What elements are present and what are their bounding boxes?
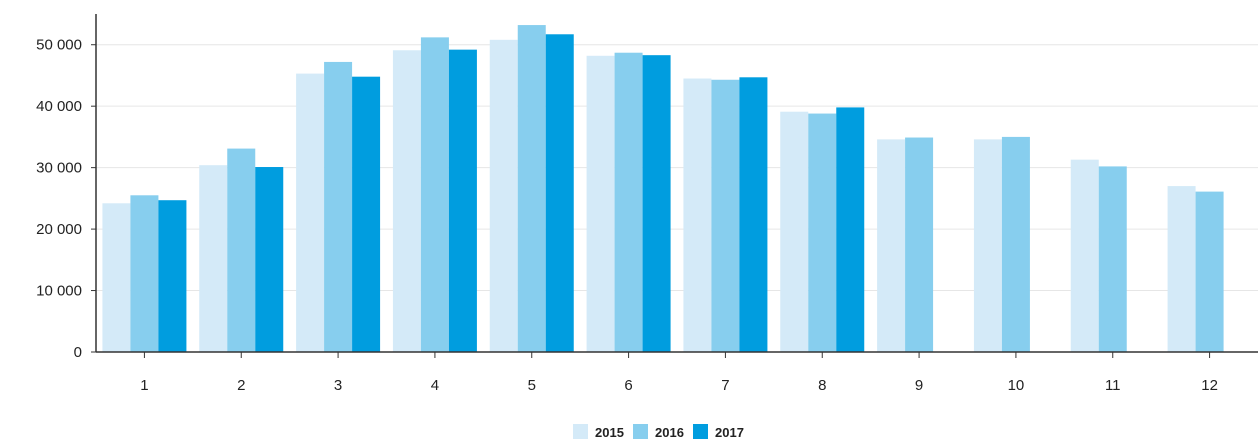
- legend-swatch-2017: [693, 424, 708, 439]
- bar-2016-11: [1098, 166, 1127, 352]
- bar-2017-5: [545, 34, 574, 352]
- bar-2015-11: [1070, 159, 1099, 352]
- legend: 2015 2016 2017: [573, 424, 744, 440]
- bar-2016-12: [1195, 191, 1224, 352]
- bars-area: [102, 25, 1224, 353]
- bar-2016-9: [905, 137, 934, 352]
- legend-label-2017: 2017: [715, 425, 744, 440]
- bar-2015-9: [877, 139, 906, 352]
- y-tick-label: 40 000: [36, 98, 82, 115]
- bar-2015-8: [780, 111, 809, 352]
- bar-2016-1: [130, 195, 159, 352]
- x-tick-label: 11: [1105, 377, 1121, 394]
- x-tick-label: 3: [334, 377, 342, 394]
- bar-2016-8: [808, 113, 837, 352]
- bar-2016-5: [517, 25, 546, 352]
- bar-2015-7: [683, 78, 712, 352]
- y-tick-label: 0: [74, 344, 82, 361]
- x-tick-label: 6: [624, 377, 632, 394]
- bar-2017-8: [836, 107, 865, 352]
- legend-swatch-2016: [633, 424, 648, 439]
- grid-lines: [96, 44, 1258, 292]
- bar-2016-2: [227, 148, 256, 352]
- legend-label-2015: 2015: [595, 425, 624, 440]
- bar-2017-2: [255, 167, 284, 352]
- x-tick-label: 8: [818, 377, 826, 394]
- x-tick-label: 4: [431, 377, 439, 394]
- bar-2015-3: [296, 73, 325, 353]
- y-tick-label: 20 000: [36, 221, 82, 238]
- y-axis: 0 10 000 20 000 30 000 40 000 50 000: [36, 14, 97, 361]
- bar-2016-4: [420, 37, 449, 353]
- bar-2015-10: [973, 139, 1002, 352]
- y-tick-label: 30 000: [36, 160, 82, 177]
- x-tick-label: 2: [237, 377, 245, 394]
- bar-2017-7: [739, 77, 768, 352]
- bar-2017-3: [352, 76, 381, 352]
- x-axis: 1 2 3 4 5 6 7 8 9 10 11 12: [96, 351, 1258, 394]
- legend-swatch-2015: [573, 424, 588, 439]
- y-tick-label: 10 000: [36, 283, 82, 300]
- bar-2017-1: [158, 200, 187, 352]
- bar-2015-6: [586, 55, 615, 352]
- x-tick-label: 12: [1201, 377, 1218, 394]
- bar-2015-1: [102, 203, 131, 352]
- bar-2015-4: [392, 50, 421, 353]
- y-tick-label: 50 000: [36, 37, 82, 54]
- x-tick-label: 7: [721, 377, 729, 394]
- bar-2016-7: [711, 79, 740, 353]
- bar-2015-2: [199, 165, 228, 352]
- bar-2016-10: [1001, 136, 1030, 352]
- bar-2016-6: [614, 52, 643, 352]
- bar-2015-12: [1167, 186, 1196, 352]
- bar-2017-6: [642, 55, 671, 352]
- bar-2016-3: [324, 61, 353, 353]
- x-tick-label: 1: [140, 377, 148, 394]
- legend-label-2016: 2016: [655, 425, 684, 440]
- bar-2015-5: [489, 39, 518, 352]
- x-tick-label: 5: [528, 377, 536, 394]
- x-tick-label: 9: [915, 377, 923, 394]
- bar-2017-4: [448, 49, 477, 352]
- x-tick-label: 10: [1008, 377, 1025, 394]
